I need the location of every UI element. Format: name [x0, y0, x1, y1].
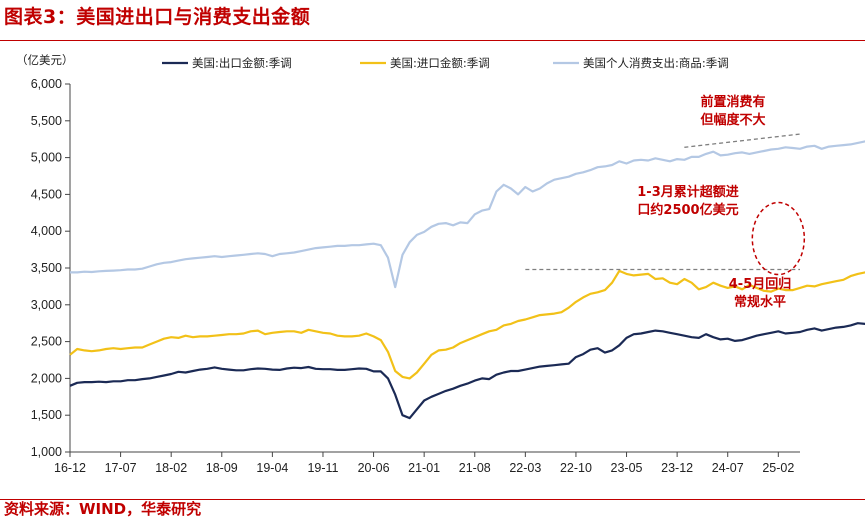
- x-tick-label: 23-05: [611, 461, 643, 475]
- x-tick-label: 19-11: [307, 461, 338, 475]
- x-tick-label: 18-02: [155, 461, 187, 475]
- x-tick-label: 16-12: [54, 461, 86, 475]
- x-tick-label: 22-03: [509, 461, 541, 475]
- y-tick-label: 2,000: [31, 371, 62, 385]
- y-tick-label: 3,500: [31, 261, 62, 275]
- x-tick-label: 21-08: [459, 461, 491, 475]
- annotation-text: 常规水平: [734, 294, 786, 310]
- annotation-text: 前置消费有: [700, 94, 765, 110]
- series-line-consumption: [70, 140, 865, 289]
- y-tick-label: 4,000: [31, 224, 62, 238]
- y-tick-label: 6,000: [31, 77, 62, 91]
- y-tick-label: 3,000: [31, 298, 62, 312]
- x-tick-label: 20-06: [358, 461, 390, 475]
- y-tick-label: 2,500: [31, 335, 62, 349]
- legend: 美国:出口金额:季调 美国:进口金额:季调 美国个人消费支出:商品:季调: [162, 56, 729, 70]
- y-axis-unit-label: （亿美元）: [16, 53, 74, 67]
- legend-label-export: 美国:出口金额:季调: [192, 56, 292, 70]
- y-tick-label: 5,000: [31, 151, 62, 165]
- reference-line-0: [684, 133, 801, 148]
- annotation-text: 1-3月累计超额进: [637, 184, 739, 200]
- y-tick-label: 1,000: [31, 445, 62, 459]
- source-note: 资料来源：WIND，华泰研究: [4, 500, 202, 518]
- x-tick-label: 23-12: [661, 461, 693, 475]
- chart-title: 图表3：美国进出口与消费支出金额: [4, 6, 311, 28]
- x-tick-label: 21-01: [408, 461, 440, 475]
- series-line-import: [69, 269, 865, 380]
- x-tick-label: 18-09: [206, 461, 238, 475]
- annotation-text: 但幅度不大: [699, 112, 765, 128]
- annotation-text: 口约2500亿美元: [637, 202, 738, 218]
- annotation-text: 4-5月回归: [729, 276, 792, 292]
- y-axis-ticks: 1,000 1,500 2,000 2,500 3,000 3,500 4,000 4,500…: [31, 77, 62, 459]
- x-tick-label: 19-04: [256, 461, 288, 475]
- y-tick-label: 5,500: [31, 114, 62, 128]
- series-line-export: [69, 322, 865, 420]
- x-tick-label: 24-07: [712, 461, 744, 475]
- axes: [65, 83, 800, 457]
- line-chart: 1,000 1,500 2,000 2,500 3,000 3,500 4,000 4,500…: [16, 53, 865, 475]
- x-tick-label: 25-02: [762, 461, 794, 475]
- y-tick-label: 1,500: [31, 408, 62, 422]
- x-axis-ticks: 16-12 17-07 18-02 18-09 19-04 19-11 20-06 21-01…: [54, 461, 794, 475]
- x-tick-label: 17-07: [105, 461, 137, 475]
- y-tick-label: 4,500: [31, 187, 62, 201]
- legend-label-import: 美国:进口金额:季调: [390, 56, 490, 70]
- title-rule: [0, 40, 865, 41]
- reference-lines: [525, 133, 806, 276]
- footer-rule: [0, 499, 865, 500]
- legend-label-consumption: 美国个人消费支出:商品:季调: [583, 56, 729, 70]
- highlight-circle: [751, 201, 806, 276]
- series-lines: [69, 140, 865, 420]
- x-tick-label: 22-10: [560, 461, 592, 475]
